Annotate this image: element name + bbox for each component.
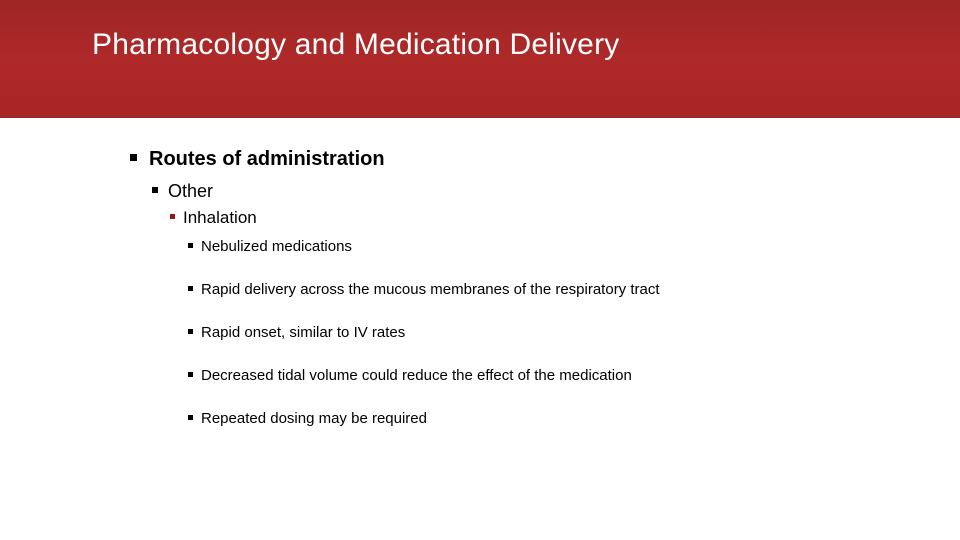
square-bullet-icon	[188, 286, 193, 291]
square-bullet-icon	[188, 415, 193, 420]
level4-text: Decreased tidal volume could reduce the …	[201, 367, 632, 384]
bullet-level-3: Inhalation	[170, 208, 960, 228]
bullet-level-4: Decreased tidal volume could reduce the …	[188, 367, 960, 384]
square-bullet-icon	[152, 187, 158, 193]
square-bullet-icon	[130, 154, 137, 161]
bullet-level-4: Repeated dosing may be required	[188, 410, 960, 427]
square-bullet-icon	[170, 214, 175, 219]
level3-text: Inhalation	[183, 208, 257, 227]
bullet-level-2: Other	[152, 181, 960, 202]
level4-text: Nebulized medications	[201, 238, 352, 255]
bullet-level-1: Routes of administration	[130, 148, 960, 171]
slide-header: Pharmacology and Medication Delivery	[0, 0, 960, 118]
level1-text: Routes of administration	[149, 148, 385, 170]
bullet-level-4: Nebulized medications	[188, 238, 960, 255]
level4-text: Repeated dosing may be required	[201, 410, 427, 427]
bullet-level-4: Rapid delivery across the mucous membran…	[188, 281, 960, 298]
level2-text: Other	[168, 181, 213, 201]
square-bullet-icon	[188, 243, 193, 248]
bullet-level-4: Rapid onset, similar to IV rates	[188, 324, 960, 341]
level4-text: Rapid onset, similar to IV rates	[201, 324, 405, 341]
slide-title: Pharmacology and Medication Delivery	[92, 28, 960, 62]
slide-content: Routes of administration Other Inhalatio…	[0, 118, 960, 427]
square-bullet-icon	[188, 372, 193, 377]
level4-text: Rapid delivery across the mucous membran…	[201, 281, 660, 298]
square-bullet-icon	[188, 329, 193, 334]
